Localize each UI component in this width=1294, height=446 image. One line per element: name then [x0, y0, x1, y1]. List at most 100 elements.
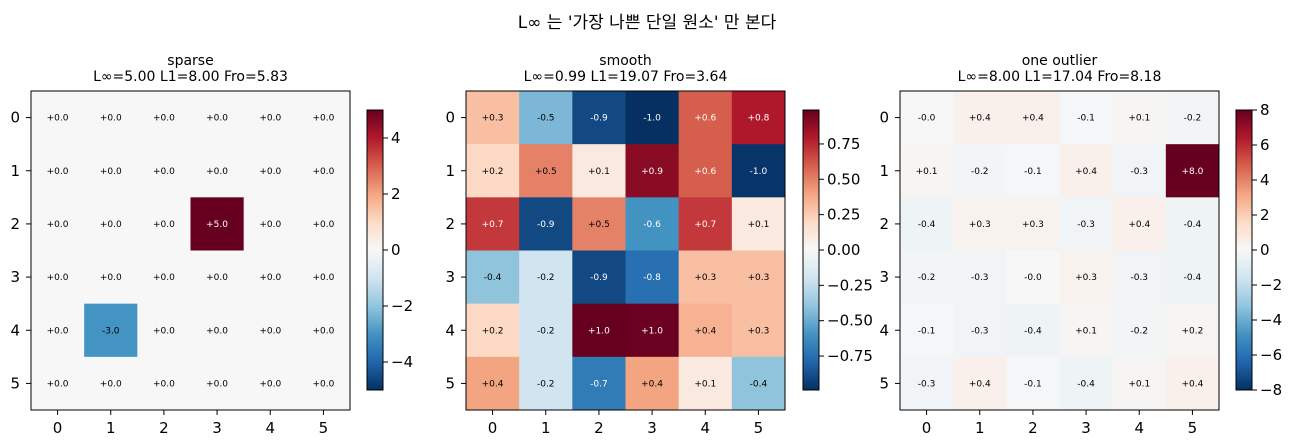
y-tick-label: 5: [445, 374, 455, 392]
x-tick-label: 5: [1188, 419, 1198, 437]
cell-value-label: -0.9: [590, 114, 608, 124]
heatmap-cell: [900, 356, 954, 411]
cell-value-label: +0.4: [1075, 167, 1097, 177]
heatmap-cell: [519, 356, 573, 411]
heatmap-cell: [243, 197, 298, 251]
cell-value-label: +0.0: [259, 220, 281, 230]
x-tick-label: 3: [647, 419, 657, 437]
cell-value-label: +0.0: [259, 273, 281, 283]
cell-value-label: +0.0: [47, 326, 69, 336]
heatmap-cell: [1059, 250, 1114, 305]
heatmap-cell: [296, 250, 351, 305]
colorbar-tick-label: 4: [391, 129, 401, 147]
cell-value-label: +0.9: [641, 167, 663, 177]
colorbar-tick-label: 4: [1260, 171, 1270, 189]
y-tick-label: 3: [445, 268, 455, 286]
heatmap-cell: [243, 91, 298, 145]
heatmap-cell: [953, 303, 1007, 358]
heatmap-cell: [731, 197, 786, 251]
heatmap-cell: [731, 91, 786, 145]
heatmap-cell: [678, 303, 733, 358]
x-tick-label: 3: [212, 419, 222, 437]
x-tick-label: 2: [159, 419, 169, 437]
cell-value-label: -1.0: [643, 114, 661, 124]
cell-value-label: -0.3: [971, 326, 989, 336]
cell-value-label: +0.1: [1128, 379, 1150, 389]
heatmap-cell: [31, 91, 85, 145]
cell-value-label: +0.0: [47, 167, 69, 177]
heatmap-cell: [137, 356, 191, 411]
cell-value-label: +0.4: [1181, 379, 1203, 389]
cell-value-label: +0.0: [206, 114, 228, 124]
heatmap-cell: [137, 144, 191, 198]
heatmap-cell: [519, 91, 573, 145]
colorbar-tick-label: −6: [1260, 346, 1282, 364]
heatmap-cell: [1006, 144, 1060, 198]
heatmap-cell: [84, 144, 138, 198]
heatmap-cell: [1006, 91, 1060, 145]
cell-value-label: +0.0: [312, 114, 334, 124]
colorbar-tick-label: 0: [391, 241, 401, 259]
cell-value-label: -0.1: [1024, 167, 1042, 177]
y-tick-label: 4: [445, 321, 455, 339]
cell-value-label: -0.9: [537, 220, 555, 230]
colorbar: [802, 109, 820, 391]
cell-value-label: +0.0: [312, 326, 334, 336]
cell-value-label: +0.4: [1128, 220, 1150, 230]
colorbar-tick-label: 0.25: [827, 206, 860, 224]
x-tick-label: 0: [53, 419, 63, 437]
cell-value-label: +0.0: [206, 167, 228, 177]
y-tick-label: 1: [879, 162, 889, 180]
heatmap-cell: [84, 356, 138, 411]
cell-value-label: +0.2: [1181, 326, 1203, 336]
cell-value-label: +0.0: [100, 167, 122, 177]
y-tick-label: 0: [445, 109, 455, 127]
heatmap-cell: [731, 303, 786, 358]
heatmap-cell: [190, 144, 245, 198]
cell-value-label: -0.2: [971, 167, 989, 177]
cell-value-label: +0.2: [482, 167, 504, 177]
heatmap-cell: [84, 197, 138, 251]
heatmap-cell: [84, 91, 138, 145]
cell-value-label: +0.1: [1128, 114, 1150, 124]
heatmap-cell: [572, 356, 626, 411]
y-tick-label: 5: [10, 374, 20, 392]
cell-value-label: -0.3: [1077, 220, 1095, 230]
y-tick-label: 2: [445, 215, 455, 233]
heatmap-cell: [1165, 356, 1220, 411]
cell-value-label: +0.0: [153, 114, 175, 124]
heatmap-cell: [1112, 303, 1167, 358]
x-tick-label: 1: [975, 419, 985, 437]
x-tick-label: 4: [700, 419, 710, 437]
heatmap-cell: [296, 356, 351, 411]
heatmap-cell: [572, 144, 626, 198]
heatmap-cell: [625, 197, 680, 251]
cell-value-label: +0.0: [100, 220, 122, 230]
heatmap-cell: [466, 144, 520, 198]
y-tick-label: 0: [879, 109, 889, 127]
cell-value-label: +0.8: [747, 114, 769, 124]
plot-frame: [465, 90, 786, 411]
cell-value-label: +0.0: [153, 379, 175, 389]
cell-value-label: -0.4: [918, 220, 936, 230]
cell-value-label: -0.3: [1130, 167, 1148, 177]
y-tick-label: 0: [10, 109, 20, 127]
heatmap-cell: [1006, 356, 1060, 411]
cell-value-label: -0.1: [1024, 379, 1042, 389]
cell-value-label: -0.5: [537, 114, 555, 124]
heatmap-cell: [953, 91, 1007, 145]
heatmap-cell: [572, 91, 626, 145]
heatmap-cell: [190, 303, 245, 358]
heatmap-cell: [137, 303, 191, 358]
cell-value-label: -0.2: [537, 326, 555, 336]
cell-value-label: +0.0: [312, 273, 334, 283]
x-tick-label: 3: [1081, 419, 1091, 437]
cell-value-label: -0.2: [918, 273, 936, 283]
colorbar-tick-label: 0.00: [827, 241, 860, 259]
cell-value-label: -0.6: [643, 220, 661, 230]
heatmap-cell: [625, 303, 680, 358]
heatmap-cell: [243, 144, 298, 198]
